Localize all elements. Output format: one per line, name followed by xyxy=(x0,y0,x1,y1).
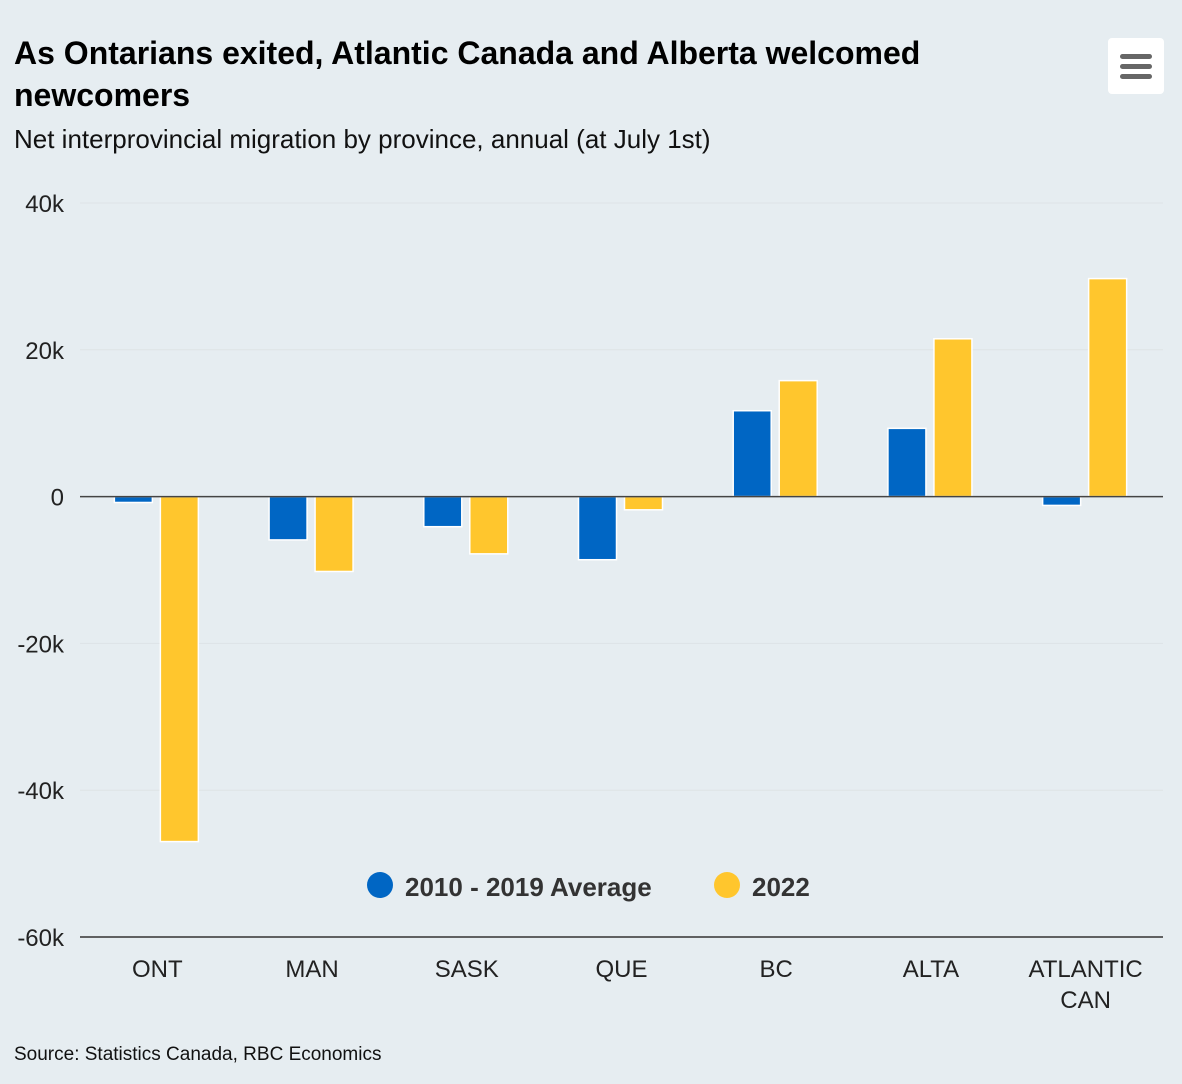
y-tick-label: -60k xyxy=(17,925,65,952)
legend-marker xyxy=(714,872,740,898)
bar-2010-2019-average xyxy=(268,495,308,541)
bar-2010-2019-average xyxy=(577,495,618,561)
x-category-label: MAN xyxy=(285,956,338,983)
y-tick-label: 40k xyxy=(25,191,65,218)
bar-2022 xyxy=(778,379,818,498)
chart-subtitle: Net interprovincial migration by provinc… xyxy=(14,124,711,154)
source-note: Source: Statistics Canada, RBC Economics xyxy=(14,1044,382,1065)
x-category-label: ONT xyxy=(132,956,183,983)
x-category-label: CAN xyxy=(1060,987,1111,1014)
y-tick-label: 0 xyxy=(51,485,64,512)
y-tick-label: -40k xyxy=(17,778,65,805)
y-tick-label: 20k xyxy=(25,338,65,365)
chart-title: As Ontarians exited, Atlantic Canada and… xyxy=(14,35,921,113)
bar-2022 xyxy=(623,495,664,511)
legend-label: 2010 - 2019 Average xyxy=(405,872,652,902)
bar-2010-2019-average xyxy=(423,495,463,528)
x-category-label: QUE xyxy=(595,956,647,983)
legend-marker xyxy=(367,872,393,898)
bar-2010-2019-average xyxy=(113,495,154,504)
bar-2022 xyxy=(314,495,354,573)
bar-2010-2019-average xyxy=(732,409,772,498)
bar-2022 xyxy=(159,495,200,843)
y-tick-label: -20k xyxy=(17,631,65,658)
bar-2010-2019-average xyxy=(887,427,927,498)
bar-2022 xyxy=(469,495,509,555)
hamburger-menu-icon[interactable] xyxy=(1108,38,1164,94)
x-category-label: BC xyxy=(760,956,793,983)
x-category-label: ATLANTIC xyxy=(1029,956,1143,983)
x-category-label: ALTA xyxy=(903,956,959,983)
legend-label: 2022 xyxy=(752,872,810,902)
bar-2010-2019-average xyxy=(1041,495,1082,507)
bar-2022 xyxy=(1087,277,1128,498)
bar-2022 xyxy=(933,338,973,498)
x-category-label: SASK xyxy=(435,956,499,983)
